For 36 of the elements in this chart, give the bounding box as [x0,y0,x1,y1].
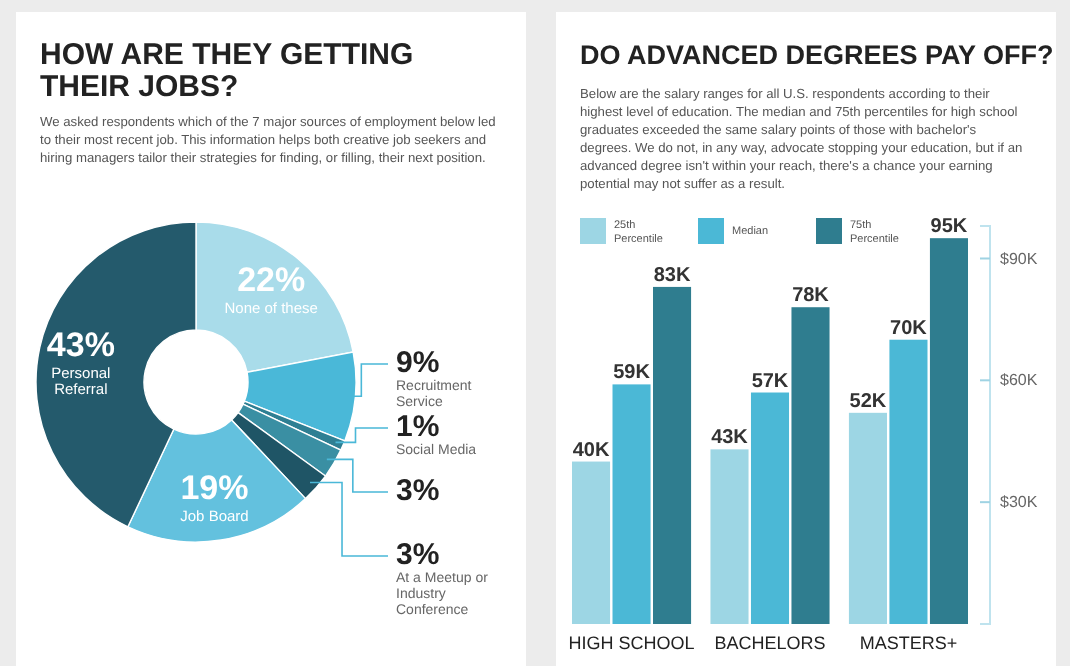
data-label: 40K [572,439,611,462]
data-label: 95K [930,216,969,239]
x-tick-label: MASTERS+ [859,632,958,653]
bar [929,238,968,624]
bar [710,449,749,624]
y-tick-label: $90K [1000,249,1039,268]
bar [612,384,651,624]
bar [791,307,830,624]
bar [750,392,790,624]
x-tick-label: HIGH SCHOOL [568,632,695,653]
bar [889,339,928,624]
y-tick-label: $60K [1000,371,1039,390]
data-label: 83K [653,264,692,287]
data-label: 43K [711,427,750,450]
data-label: 57K [751,370,790,393]
data-label: 9% [396,346,440,380]
bar [572,461,611,624]
chart-title: HOW ARE THEY GETTING THEIR JOBS? [40,38,416,104]
data-label: 52K [849,390,888,413]
data-label: 70K [890,317,929,340]
bar [653,286,692,624]
data-label: 59K [613,362,652,385]
chart-title: DO ADVANCED DEGREES PAY OFF? [580,40,1056,72]
data-label: 19% [180,468,249,507]
data-label: 43% [46,326,115,365]
data-label: 3% [396,474,440,508]
data-label: 22% [237,261,306,300]
slice-label: None of these [224,299,318,318]
slice-label: Job Board [180,506,249,525]
bar [848,412,887,624]
data-label: 78K [792,285,831,308]
data-label: 3% [396,538,440,572]
data-label: 1% [396,410,440,444]
x-tick-label: BACHELORS [714,632,826,653]
y-tick-label: $30K [1000,493,1039,512]
slice-label: Personal Referral [51,364,112,399]
